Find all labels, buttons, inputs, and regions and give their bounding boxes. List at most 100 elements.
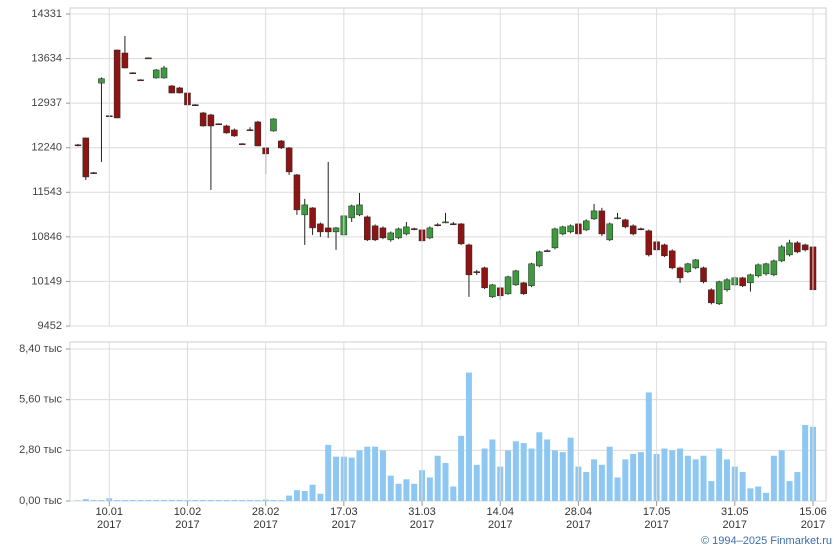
y-tick-label: 10846: [31, 231, 62, 243]
volume-bar: [716, 448, 723, 501]
candle-body: [199, 112, 207, 127]
volume-bar: [770, 455, 777, 501]
y-tick-label: 8,40 тыс: [19, 343, 62, 355]
candle-body: [395, 228, 402, 239]
candle-body: [543, 250, 551, 252]
volume-bar: [317, 493, 324, 501]
volume-bar: [622, 459, 629, 501]
y-tick-label: 2,80 тыс: [19, 444, 62, 456]
volume-bar: [763, 492, 770, 501]
volume-bar: [708, 481, 715, 501]
y-tick-label: 12240: [31, 142, 62, 154]
volume-bar: [528, 448, 535, 501]
candle-body: [786, 242, 793, 256]
candle-body: [645, 230, 653, 256]
volume-bar: [426, 477, 433, 501]
volume-bar: [544, 439, 551, 501]
candle-body: [794, 242, 801, 253]
candle-body: [668, 250, 676, 269]
x-tick-label: 17.03 2017: [330, 506, 358, 531]
y-tick-label: 13634: [31, 52, 62, 64]
volume-bar: [630, 453, 637, 501]
y-tick-label: 0,00 тыс: [19, 495, 62, 507]
volume-bar: [356, 450, 363, 501]
volume-bar: [207, 500, 214, 501]
candle-body: [801, 244, 809, 251]
candle-body: [637, 228, 645, 230]
volume-bar: [606, 446, 613, 501]
candle-body: [684, 263, 692, 273]
candle-body: [145, 57, 152, 60]
volume-bar: [129, 500, 136, 501]
candle-body: [215, 123, 222, 125]
volume-bar: [403, 479, 410, 501]
candle-body: [762, 263, 770, 275]
volume-bar: [692, 459, 699, 501]
volume-bar: [677, 448, 684, 501]
candle-body: [778, 246, 785, 262]
candle-body: [246, 129, 254, 131]
candle-body: [223, 125, 230, 134]
candle-body: [293, 174, 301, 211]
candle-body: [364, 216, 371, 241]
volume-bar: [450, 486, 457, 501]
candle-body: [708, 289, 715, 304]
x-tick-label: 15.06 2017: [799, 506, 827, 531]
volume-bar: [90, 500, 97, 501]
volume-bar: [372, 446, 379, 501]
x-tick-label: 28.04 2017: [564, 506, 593, 531]
volume-bar: [794, 472, 801, 501]
x-tick-label: 28.02 2017: [251, 506, 280, 531]
volume-bar: [145, 500, 152, 501]
volume-bar: [614, 477, 621, 501]
candle-body: [301, 204, 309, 216]
y-tick-label: 9452: [38, 320, 62, 332]
candle-body: [528, 263, 535, 287]
volume-bar: [247, 500, 254, 501]
candle-body: [661, 244, 668, 257]
candle-body: [715, 281, 723, 305]
volume-bar: [747, 488, 754, 501]
volume-bar: [700, 455, 707, 501]
volume-bar: [755, 486, 762, 501]
volume-bar: [395, 483, 402, 501]
volume-bar: [512, 441, 519, 501]
volume-bar: [82, 499, 89, 501]
candle-body: [270, 118, 277, 132]
candle-body: [356, 204, 363, 216]
candle-body: [192, 104, 199, 106]
candle-body: [278, 140, 285, 149]
volume-bar: [114, 500, 121, 501]
volume-bar: [137, 500, 144, 501]
x-tick-label: 14.04 2017: [486, 506, 514, 531]
volume-bar: [411, 483, 418, 501]
candle-body: [317, 223, 324, 233]
candle-body: [332, 227, 340, 233]
volume-bar: [442, 463, 449, 501]
volume-bar: [286, 495, 293, 501]
candle-body: [582, 220, 590, 231]
candle-body: [324, 227, 332, 233]
volume-bar: [645, 392, 652, 501]
volume-bar: [489, 439, 496, 501]
candle-body: [442, 221, 449, 224]
candle-body: [74, 144, 82, 147]
volume-bar: [293, 490, 300, 501]
volume-bar: [458, 435, 465, 501]
candle-body: [473, 271, 481, 273]
volume-bar: [168, 500, 175, 501]
volume-bar: [254, 500, 261, 501]
candle-body: [457, 223, 465, 245]
candle-body: [629, 225, 637, 235]
volume-bar: [223, 500, 230, 501]
candle-body: [723, 279, 731, 291]
volume-bar: [176, 500, 183, 501]
volume-bar: [200, 500, 207, 501]
candle-body: [481, 267, 488, 289]
candle-body: [129, 72, 136, 75]
candle-body: [231, 129, 238, 137]
volume-bar: [231, 500, 238, 501]
volume-bar: [536, 432, 543, 501]
source: © 1994–2025 Finmarket.ru: [700, 535, 832, 547]
candle-body: [520, 282, 527, 295]
